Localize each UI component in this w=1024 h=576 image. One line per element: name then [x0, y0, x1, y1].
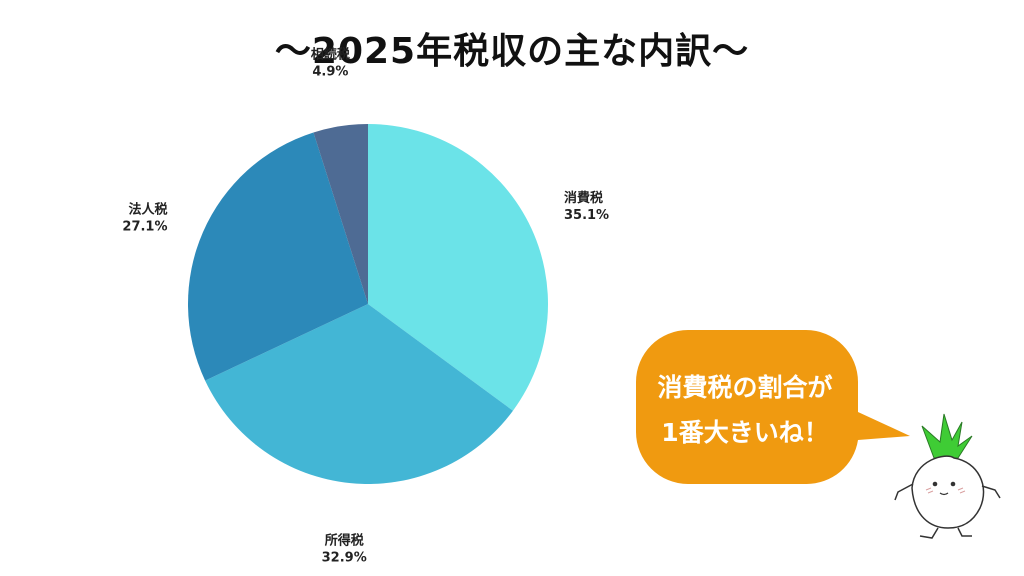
speech-bubble-shape — [636, 330, 910, 485]
mascot-arm-left — [894, 483, 914, 501]
slice-value-2: 27.1% — [122, 220, 167, 235]
mascot-leg-right — [957, 527, 972, 537]
callout-line-2: 1番大きいね！ — [661, 418, 828, 447]
mascot-leg-left — [919, 527, 939, 539]
pie-labels: 消費税 35.1% 所得税 32.9% 法人税 27.1% 相続税 4.9% — [122, 47, 609, 566]
slice-value-3: 4.9% — [312, 65, 348, 80]
mascot-blush-right — [957, 487, 966, 494]
slice-label-1: 所得税 — [325, 533, 364, 549]
turnip-mascot-icon — [894, 413, 1001, 539]
pie-slice-3 — [313, 124, 368, 304]
callout-line-1: 消費税の割合が — [657, 373, 832, 402]
mascot-mouth — [939, 492, 949, 496]
slice-value-1: 32.9% — [322, 551, 367, 566]
pie-slice-0 — [368, 124, 549, 411]
mascot-eye-right — [950, 481, 956, 487]
mascot-blush-left — [925, 487, 934, 494]
pie-slice-1 — [205, 304, 513, 484]
slice-value-0: 35.1% — [564, 208, 609, 223]
pie-slices — [188, 124, 549, 484]
slice-label-3: 相続税 — [311, 47, 350, 63]
mascot-eye-left — [932, 481, 938, 487]
mascot-leaf-icon — [921, 413, 973, 459]
mascot-body — [911, 455, 985, 529]
chart-title: ～2025年税収の主な内訳～ — [274, 31, 750, 72]
slice-label-0: 消費税 — [564, 190, 603, 206]
speech-bubble: 消費税の割合が 1番大きいね！ — [636, 330, 910, 485]
slice-label-2: 法人税 — [129, 202, 168, 218]
mascot-arm-right — [981, 485, 1001, 499]
pie-slice-2 — [188, 132, 368, 381]
